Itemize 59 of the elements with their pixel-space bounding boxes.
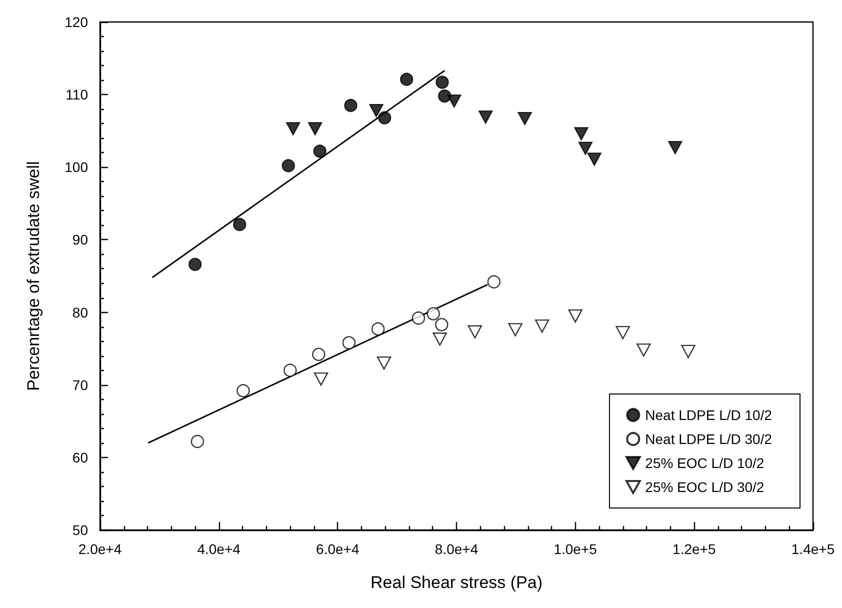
point (432, 332, 447, 346)
point (447, 94, 462, 108)
point (578, 142, 593, 155)
point (376, 356, 392, 370)
point (282, 159, 295, 172)
x-tick-label: 4.0e+4 (197, 541, 241, 557)
point (378, 111, 392, 124)
point (668, 140, 682, 154)
point (587, 152, 602, 166)
y-tick-label: 90 (72, 232, 88, 248)
point (468, 325, 482, 338)
x-tick-label: 2.0e+4 (78, 541, 122, 557)
y-tick-label: 120 (64, 14, 88, 30)
legend-label: Neat LDPE L/D 30/2 (645, 431, 772, 447)
point (313, 144, 326, 158)
legend-label: 25% EOC L/D 30/2 (645, 479, 764, 495)
point (188, 258, 202, 271)
point (534, 319, 550, 333)
y-tick-label: 70 (72, 376, 88, 393)
point (518, 112, 532, 126)
point (574, 127, 588, 140)
point (308, 122, 322, 136)
point (426, 307, 440, 320)
y-tick-label: 110 (66, 86, 88, 103)
x-tick-label: 1.0e+5 (554, 541, 598, 557)
point (284, 364, 297, 377)
point (312, 348, 326, 361)
point (369, 104, 384, 118)
point (400, 72, 414, 86)
point (435, 318, 448, 332)
y-axis-title: Percenrtage of extrudate swell (24, 161, 43, 391)
point (616, 326, 630, 340)
point (508, 323, 522, 336)
point (681, 344, 696, 358)
point (342, 336, 356, 350)
x-tick-label: 8.0e+4 (434, 541, 478, 557)
y-tick-label: 50 (72, 522, 88, 538)
point (568, 309, 582, 323)
x-tick-label: 1.2e+5 (672, 541, 716, 557)
point (344, 98, 358, 112)
x-axis-title: Real Shear stress (Pa) (370, 573, 542, 592)
point (190, 434, 204, 448)
legend-label: 25% EOC L/D 10/2 (645, 455, 764, 471)
y-tick-label: 80 (72, 304, 88, 320)
point (371, 322, 385, 336)
point (286, 122, 300, 136)
y-tick-label: 60 (72, 449, 88, 466)
point (636, 343, 651, 357)
legend-label: Neat LDPE L/D 10/2 (645, 407, 772, 423)
point (478, 110, 493, 124)
point (314, 372, 328, 386)
point (412, 311, 426, 325)
point (236, 384, 250, 398)
y-tick-label: 100 (64, 159, 88, 176)
point (436, 76, 449, 89)
x-tick-label: 1.4e+5 (791, 541, 835, 557)
point (233, 218, 246, 232)
x-tick-label: 6.0e+4 (316, 541, 360, 557)
point (487, 275, 501, 288)
